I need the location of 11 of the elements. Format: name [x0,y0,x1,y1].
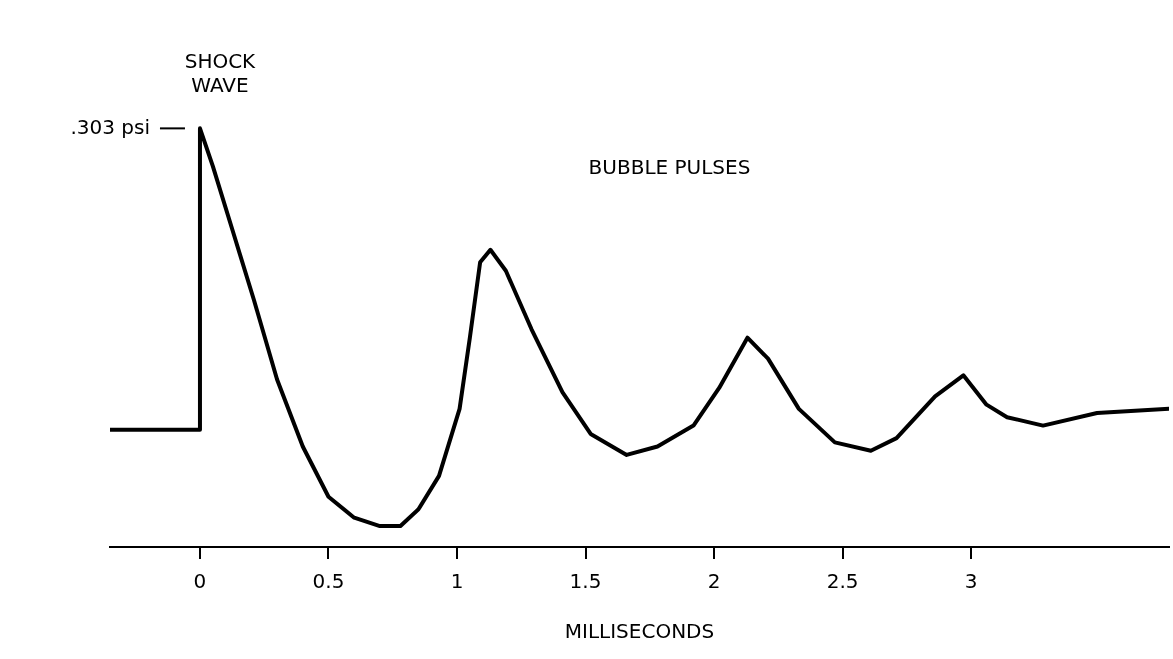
x-tick-label: 0.5 [312,569,345,594]
x-tick-label: 2.5 [826,569,859,594]
x-axis-title: MILLISECONDS [564,619,715,644]
annotation: SHOCK WAVE [184,49,257,98]
x-tick-label: 2 [707,569,721,594]
x-tick-label: 1.5 [569,569,602,594]
annotation: BUBBLE PULSES [588,154,751,179]
x-tick-label: 0 [193,569,207,594]
x-tick-label: 1 [450,569,464,594]
x-tick-label: 3 [964,569,978,594]
annotation: .303 psi [70,114,150,139]
